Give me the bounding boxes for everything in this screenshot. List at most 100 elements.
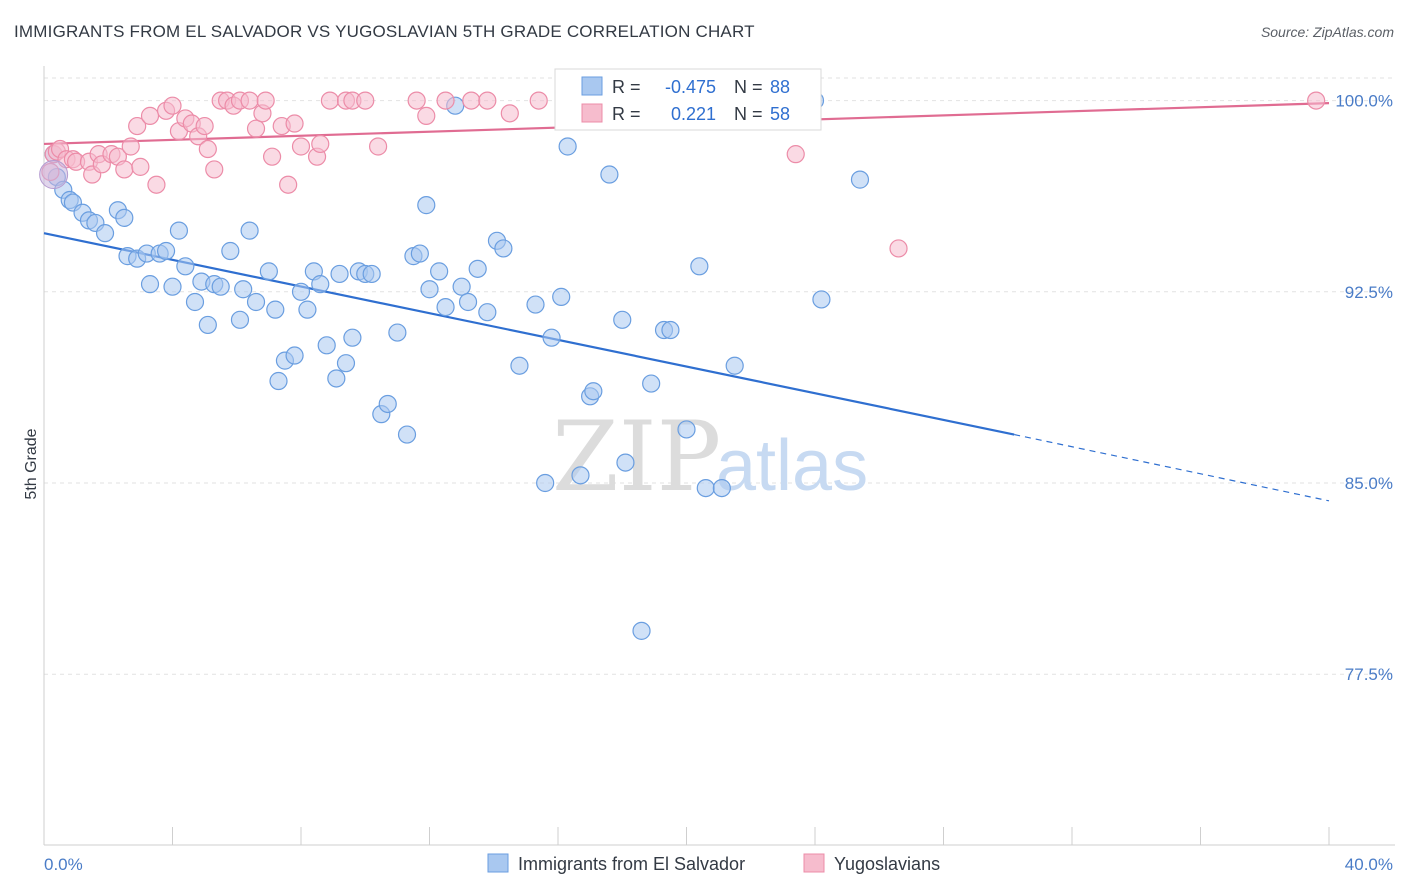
point-s1-33 [246,119,266,138]
point-s0-49 [388,323,407,342]
point-s0-60 [468,259,487,278]
point-s1-15 [128,116,147,136]
point-s1-13 [115,160,134,179]
point-s1-17 [140,106,160,125]
point-s0-80 [677,420,696,439]
point-s0-24 [211,277,230,296]
point-s0-10 [115,208,134,227]
point-s0-73 [600,165,619,184]
point-s0-61 [478,303,497,322]
series-legend: Immigrants from El Salvador Yugoslavians [487,853,940,874]
point-s1-46 [356,91,375,110]
point-s1-16 [131,157,150,176]
point-s0-31 [266,300,285,319]
point-s1-51 [462,91,481,110]
point-s1-49 [417,106,436,125]
point-s0-55 [430,262,449,281]
point-s1-38 [279,175,298,194]
legend-n-value-2: 58 [770,104,790,124]
point-s0-34 [285,346,304,365]
point-s1-53 [500,104,519,123]
point-s0-72 [584,382,603,401]
point-s0-64 [510,356,529,375]
point-s0-35 [291,282,311,301]
point-s0-43 [343,328,362,347]
point-s0-28 [240,221,259,240]
point-s1-55 [786,145,805,164]
point-s0-59 [458,292,478,312]
tick-labels: 100.0% 92.5% 85.0% 77.5% 0.0% 40.0% [44,92,1393,874]
point-s0-46 [362,264,381,284]
point-s0-42 [336,354,356,373]
point-s0-36 [298,300,317,319]
point-s0-8 [95,224,115,243]
legend-n-value-1: 88 [770,77,790,97]
point-s1-54 [529,91,548,110]
watermark-zip: ZIP [552,401,721,513]
point-s0-26 [230,310,250,329]
point-s0-30 [259,262,278,281]
point-s0-68 [552,287,571,306]
legend-swatch-blue [581,76,603,96]
y-tick-label-1: 92.5% [1345,283,1393,302]
point-s1-52 [478,91,497,110]
point-s0-77 [642,374,661,393]
y-tick-label-2: 85.0% [1345,474,1393,493]
point-s0-29 [246,292,266,312]
legend-r-label-2: R = [612,104,641,124]
point-s0-56 [436,297,455,317]
point-s0-63 [494,239,513,258]
point-s0-87 [850,170,870,189]
point-s1-42 [311,134,330,154]
point-s0-83 [712,478,731,498]
point-s0-54 [420,280,439,299]
point-s0-50 [397,425,417,444]
point-s0-41 [330,264,349,284]
point-s0-14 [140,275,160,294]
point-s0-16 [156,241,176,261]
point-s1-35 [256,91,275,110]
point-s0-86 [812,290,831,309]
point-overlap-cluster [39,160,69,190]
point-s1-47 [369,137,388,156]
watermark-atlas: atlas [716,426,868,506]
point-s1-50 [436,91,455,110]
x-tick-label-1: 40.0% [1345,855,1393,874]
point-s0-75 [616,453,635,472]
point-s0-74 [613,310,632,329]
point-s1-43 [320,91,340,110]
point-s1-27 [205,160,224,179]
point-s0-53 [417,196,436,215]
point-s0-38 [311,275,330,294]
point-s0-81 [690,257,709,276]
point-s0-25 [221,241,240,261]
point-s0-79 [661,320,680,340]
point-s1-20 [163,96,182,115]
point-s0-84 [725,356,744,375]
axes [43,66,1395,846]
point-s1-40 [291,137,311,156]
legend-r-value-2: 0.221 [671,104,716,124]
series-legend-label-pink: Yugoslavians [834,854,940,874]
point-s1-18 [147,175,166,194]
point-s0-40 [327,369,346,388]
point-s0-82 [696,478,715,498]
legend-r-label-1: R = [612,77,641,97]
series-legend-swatch-blue [487,853,509,873]
watermark: ZIP atlas [552,401,868,513]
point-s0-27 [234,280,253,299]
point-s1-39 [285,114,304,133]
y-tick-label-3: 77.5% [1345,665,1393,684]
point-s0-32 [269,371,288,391]
chart-title: IMMIGRANTS FROM EL SALVADOR VS YUGOSLAVI… [14,22,755,41]
correlation-legend: R = -0.475 N = 88 R = 0.221 N = 58 [554,68,822,131]
series-legend-swatch-pink [803,853,825,873]
legend-n-label-1: N = [734,77,763,97]
legend-n-label-2: N = [734,104,763,124]
point-s0-18 [169,221,189,240]
point-s1-14 [121,137,140,156]
legend-r-value-1: -0.475 [665,77,716,97]
trend-line-extension-0 [1014,433,1330,502]
y-tick-label-0: 100.0% [1335,92,1393,111]
y-axis-label: 5th Grade [23,428,40,499]
